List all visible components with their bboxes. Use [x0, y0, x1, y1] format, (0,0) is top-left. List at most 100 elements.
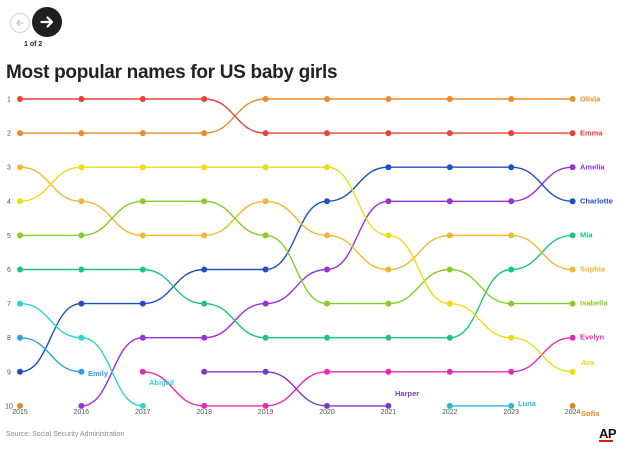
data-point [17, 266, 23, 273]
data-point [78, 232, 85, 239]
series-label: Luna [518, 399, 537, 408]
series-label: Emily [88, 369, 109, 378]
series-label: Isabella [580, 299, 608, 308]
data-point [569, 368, 576, 375]
y-tick-label: 5 [7, 233, 11, 240]
data-point [262, 130, 269, 137]
x-tick-label: 2019 [258, 409, 274, 416]
series-line [19, 302, 143, 407]
data-point [385, 368, 392, 375]
data-point [324, 232, 330, 239]
data-point [201, 232, 208, 239]
data-point [385, 334, 392, 341]
data-point [139, 334, 146, 341]
data-point [201, 266, 208, 273]
data-point [139, 232, 146, 239]
data-point [385, 300, 392, 307]
series-line [19, 98, 573, 134]
data-point [201, 164, 208, 171]
series-label: Amelia [580, 163, 605, 172]
data-point [78, 300, 85, 307]
data-point [139, 300, 146, 307]
x-tick-label: 2017 [135, 409, 151, 416]
series-line [204, 371, 389, 407]
data-point [385, 232, 392, 239]
series-label: Evelyn [580, 333, 605, 342]
data-point [201, 402, 208, 409]
series-line [19, 234, 573, 339]
series-points [17, 96, 576, 409]
data-point [78, 96, 85, 102]
data-point [262, 96, 269, 102]
data-point [262, 368, 269, 375]
data-point [262, 300, 269, 307]
data-point [569, 130, 576, 137]
data-point [508, 164, 515, 171]
y-tick-label: 7 [7, 301, 11, 308]
data-point [78, 368, 85, 375]
data-point [262, 164, 269, 171]
data-point [324, 130, 330, 137]
data-point [324, 300, 330, 307]
data-point [508, 334, 515, 341]
data-point [508, 232, 515, 239]
data-point [569, 198, 576, 205]
ap-logo-bar [599, 440, 613, 442]
series-label: Charlotte [580, 197, 613, 206]
data-point [17, 334, 23, 341]
data-point [569, 334, 576, 341]
data-point [17, 300, 23, 307]
source-note: Source: Social Security Administration [6, 431, 125, 438]
series-label: Emma [580, 129, 603, 138]
series-labels: Olivia Emma Amelia Charlotte Mia Sophia Isabel… [88, 95, 613, 419]
data-point [139, 130, 146, 137]
x-tick-label: 2024 [565, 409, 581, 416]
data-point [262, 232, 269, 239]
x-tick-label: 2016 [74, 409, 90, 416]
data-point [569, 164, 576, 171]
series-lines [19, 98, 573, 407]
data-point [201, 130, 208, 137]
data-point [139, 368, 146, 375]
data-point [569, 402, 576, 409]
x-tick-label: 2018 [196, 409, 212, 416]
x-tick-label: 2021 [381, 409, 397, 416]
x-tick-label: 2020 [319, 409, 335, 416]
data-point [262, 266, 269, 273]
data-point [446, 368, 453, 375]
ap-logo: AP [599, 426, 617, 441]
series-label: Ava [581, 358, 595, 367]
data-point [262, 198, 269, 205]
y-tick-label: 1 [7, 97, 11, 104]
data-point [324, 198, 330, 205]
data-point [324, 368, 330, 375]
data-point [324, 402, 330, 409]
data-point [446, 164, 453, 171]
arrow-left-icon [16, 19, 24, 27]
next-button[interactable] [32, 7, 62, 37]
data-point [385, 402, 392, 409]
y-tick-label: 8 [7, 335, 11, 342]
data-point [446, 198, 453, 205]
y-tick-label: 10 [5, 403, 13, 410]
data-point [324, 96, 330, 102]
y-tick-label: 2 [7, 131, 11, 138]
series-label: Olivia [580, 95, 601, 104]
data-point [17, 164, 23, 171]
data-point [446, 96, 453, 102]
data-point [446, 334, 453, 341]
data-point [569, 300, 576, 307]
previous-button[interactable] [10, 13, 30, 33]
data-point [78, 334, 85, 341]
data-point [139, 198, 146, 205]
data-point [17, 402, 23, 409]
data-point [139, 266, 146, 273]
x-tick-label: 2023 [503, 409, 519, 416]
data-point [446, 402, 453, 409]
data-point [78, 402, 85, 409]
data-point [78, 198, 85, 205]
data-point [78, 164, 85, 171]
data-point [139, 402, 146, 409]
data-point [17, 232, 23, 239]
x-tick-label: 2022 [442, 409, 458, 416]
